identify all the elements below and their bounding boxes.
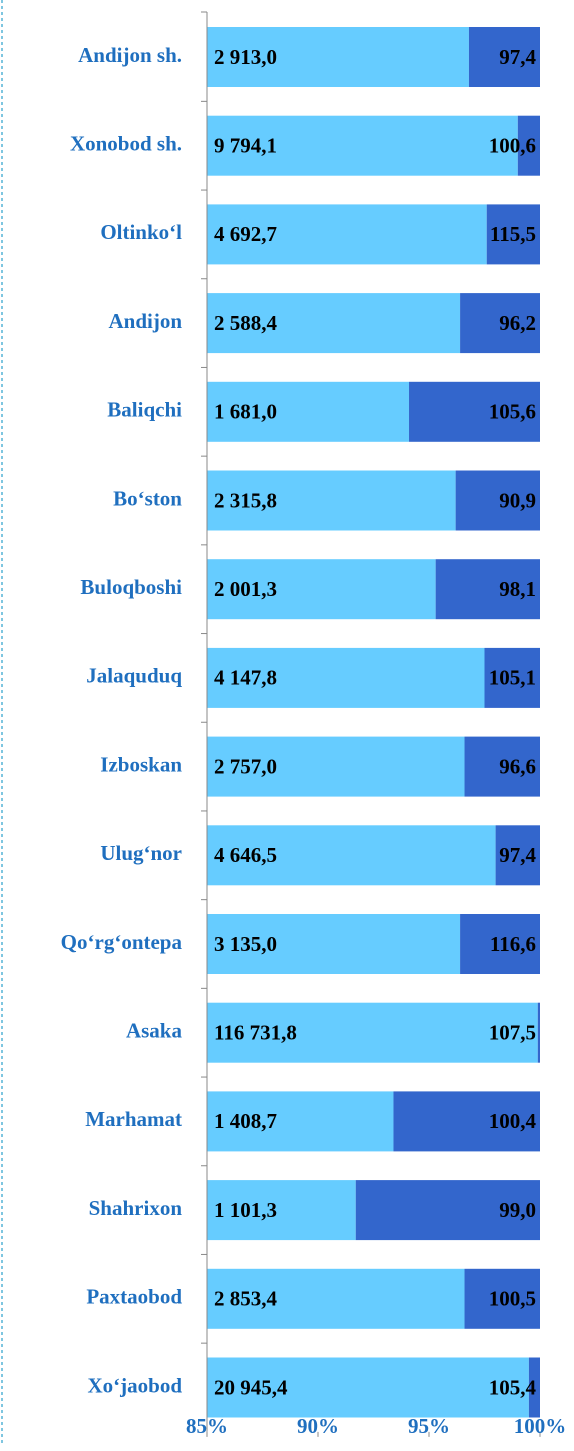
x-tick-label: 95% xyxy=(408,1414,450,1438)
bar-segment xyxy=(207,647,485,708)
category-label: Asaka xyxy=(126,1019,183,1043)
bar-segment xyxy=(207,1357,529,1418)
category-label: Andijon xyxy=(108,309,182,333)
category-label: Marhamat xyxy=(85,1107,182,1131)
bar-segment xyxy=(207,1180,356,1241)
data-label: 1 408,7 xyxy=(214,1109,277,1133)
category-label: Oltinko‘l xyxy=(100,220,182,244)
category-label: Izboskan xyxy=(100,752,182,776)
data-label: 100,5 xyxy=(489,1287,536,1311)
data-label: 100,4 xyxy=(489,1109,537,1133)
category-label: Ulug‘nor xyxy=(100,841,182,865)
data-label: 116,6 xyxy=(490,932,536,956)
bar-segment xyxy=(460,293,540,354)
data-label: 1 681,0 xyxy=(214,400,277,424)
bar-segment xyxy=(207,115,518,176)
data-label: 100,6 xyxy=(489,134,536,158)
bar-segment xyxy=(484,647,540,708)
data-label: 105,4 xyxy=(489,1375,537,1399)
category-label: Paxtaobod xyxy=(86,1285,182,1309)
bar-segment xyxy=(207,27,469,87)
bar-segment xyxy=(455,470,540,531)
bar-segment xyxy=(464,1268,540,1329)
data-label: 105,6 xyxy=(489,400,536,424)
bar-segment xyxy=(207,1268,465,1329)
bar-segment xyxy=(517,115,540,176)
data-label: 107,5 xyxy=(489,1021,536,1045)
data-label: 20 945,4 xyxy=(214,1375,288,1399)
data-label: 90,9 xyxy=(499,488,536,512)
bar-segment xyxy=(207,1002,538,1063)
x-tick-label: 90% xyxy=(297,1414,339,1438)
bar-segment xyxy=(207,914,461,974)
category-label: Buloqboshi xyxy=(80,575,182,599)
bar-segment xyxy=(207,559,436,620)
data-label: 97,4 xyxy=(499,843,536,867)
data-label: 115,5 xyxy=(490,222,536,246)
bar-segment xyxy=(207,470,456,531)
bar-segment xyxy=(207,293,461,354)
bar-segment xyxy=(537,1002,540,1063)
plot-area xyxy=(207,27,540,1418)
category-label: Jalaquduq xyxy=(86,664,182,688)
bar-segment xyxy=(207,825,496,886)
bar-segment xyxy=(486,204,540,265)
data-label: 99,0 xyxy=(499,1198,536,1222)
bar-segment xyxy=(409,381,540,442)
data-label: 105,1 xyxy=(489,666,536,690)
data-label: 2 001,3 xyxy=(214,577,277,601)
data-label: 96,6 xyxy=(499,754,536,778)
data-label: 2 913,0 xyxy=(214,45,277,69)
category-label: Qo‘rg‘ontepa xyxy=(61,930,183,954)
bar-segment xyxy=(207,736,465,797)
data-label: 98,1 xyxy=(499,577,536,601)
data-label: 116 731,8 xyxy=(214,1021,297,1045)
bar-segment xyxy=(355,1180,540,1241)
data-label: 1 101,3 xyxy=(214,1198,277,1222)
category-label: Bo‘ston xyxy=(113,486,182,510)
data-label: 2 315,8 xyxy=(214,488,277,512)
category-label: Shahrixon xyxy=(89,1196,183,1220)
bar-segment xyxy=(393,1091,540,1152)
bar-segment xyxy=(207,204,487,265)
category-label: Andijon sh. xyxy=(78,43,182,67)
data-label: 4 646,5 xyxy=(214,843,277,867)
category-label: Xonobod sh. xyxy=(70,132,182,156)
bar-segment xyxy=(495,825,540,886)
category-label: Baliqchi xyxy=(107,398,182,422)
data-label: 4 147,8 xyxy=(214,666,277,690)
x-tick-label: 100% xyxy=(514,1414,567,1438)
data-label: 2 588,4 xyxy=(214,311,278,335)
bar-segment xyxy=(207,381,410,442)
data-label: 96,2 xyxy=(499,311,536,335)
data-label: 4 692,7 xyxy=(214,222,277,246)
bar-segment xyxy=(207,1091,394,1152)
data-label: 9 794,1 xyxy=(214,134,277,158)
category-label: Xo‘jaobod xyxy=(87,1373,182,1397)
bar-segment xyxy=(464,736,540,797)
bar-segment xyxy=(435,559,540,620)
data-label: 97,4 xyxy=(499,45,536,69)
x-tick-label: 85% xyxy=(186,1414,228,1438)
data-label: 2 757,0 xyxy=(214,754,277,778)
bar-segment xyxy=(460,914,540,974)
data-label: 2 853,4 xyxy=(214,1287,278,1311)
data-label: 3 135,0 xyxy=(214,932,277,956)
bar-segment xyxy=(468,27,540,87)
bar-segment xyxy=(528,1357,540,1418)
